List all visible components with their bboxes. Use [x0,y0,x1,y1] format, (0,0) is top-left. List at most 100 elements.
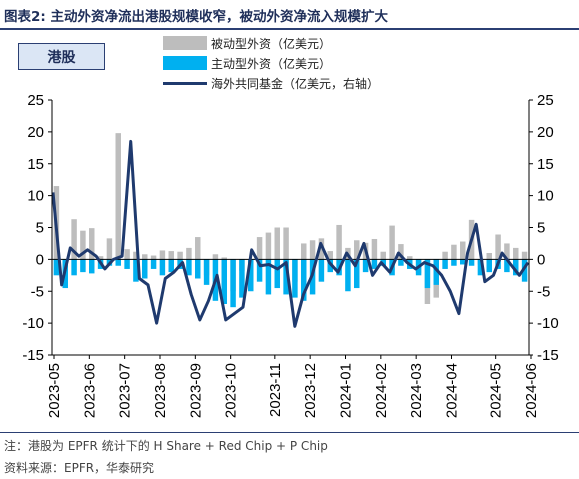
right-tick-label: 25 [537,92,554,109]
x-tick-label: 2023-07 [117,363,134,418]
legend-item-passive: 被动型外资（亿美元） [163,33,379,53]
bar-active [380,259,386,266]
bottom-rule [0,432,579,433]
x-tick-label: 2024-03 [408,363,425,418]
right-tick-label: -5 [537,283,550,300]
bar-active [468,259,475,266]
bar-active [221,259,227,304]
left-tick-label: -10 [22,315,44,332]
bar-active [477,259,484,276]
source-note: 资料来源：EPFR，华泰研究 [4,461,155,475]
bar-active [292,259,298,298]
bar-passive [336,224,342,260]
bar-active [168,259,174,273]
bar-active [203,259,210,285]
right-tick-label: -15 [537,347,559,364]
left-tick-label: 20 [27,124,44,141]
bar-active [71,259,77,276]
left-tick-label: 25 [27,92,44,109]
bar-passive [495,234,501,260]
legend-swatch-fund [163,81,207,85]
footnote: 注：港股为 EPFR 统计下的 H Share + Red Chip + P C… [4,439,328,453]
x-tick-label: 2023-08 [152,363,169,418]
bar-active [486,259,492,273]
bar-passive [513,247,519,260]
bar-active [451,259,457,266]
figure-title: 图表2: 主动外资净流出港股规模收窄，被动外资净流入规模扩大 [4,9,388,25]
x-tick-label: 2023-11 [267,363,284,417]
bar-passive [106,238,113,260]
market-label-box: 港股 [18,43,105,70]
bar-active [345,259,351,292]
bar-passive [327,251,333,260]
bar-active [283,259,289,295]
bar-passive [124,249,130,260]
legend-label-passive: 被动型外资（亿美元） [211,36,332,51]
x-tick-label: 2023-09 [187,363,204,418]
bar-active [371,259,378,269]
bar-passive [486,253,492,260]
legend-label-active: 主动型外资（亿美元） [211,56,332,71]
left-tick-label: 0 [36,251,44,268]
bar-active [142,259,148,279]
bar-active [230,259,236,308]
x-tick-label: 2023-10 [223,363,240,418]
bar-passive [318,238,325,260]
bar-passive [407,256,413,260]
bar-passive [71,219,77,260]
bar-passive [221,257,227,260]
bar-passive [212,254,219,260]
bar-passive [442,251,448,260]
bar-active [89,259,95,274]
bar-active [239,259,245,298]
bar-passive [89,228,95,260]
legend: 被动型外资（亿美元） 主动型外资（亿美元） 海外共同基金（亿美元，右轴） [163,33,379,93]
bar-passive [186,247,192,260]
bar-active [513,259,519,276]
right-tick-label: 15 [537,156,554,173]
bar-passive [371,238,378,260]
bar-active [195,259,201,279]
bar-passive [398,244,404,260]
bar-active [424,259,431,289]
legend-item-fund: 海外共同基金（亿美元，右轴） [163,73,379,93]
bar-active [115,259,121,266]
x-tick-label: 2024-05 [488,363,505,418]
right-tick-label: -10 [537,315,559,332]
bar-passive [460,241,466,260]
bar-passive [256,237,263,260]
bar-passive [301,243,307,260]
bar-active [53,259,60,276]
bar-active [274,259,280,289]
left-tick-label: -5 [31,283,44,300]
bar-passive [115,133,121,260]
bar-passive [309,240,316,260]
bar-active [504,259,510,273]
legend-swatch-passive [163,36,207,50]
right-tick-label: 10 [537,188,554,205]
left-tick-label: 15 [27,156,44,173]
bar-active [460,259,466,265]
bar-passive [97,256,104,260]
bar-active [80,259,86,273]
bar-active [521,259,528,282]
legend-swatch-active [163,56,207,70]
bar-active [398,259,404,266]
bar-active [256,259,263,282]
x-tick-label: 2024-06 [523,363,540,418]
bar-passive [380,251,386,260]
x-tick-label: 2023-06 [81,363,98,418]
bar-passive [195,237,201,260]
left-tick-label: 5 [36,220,44,237]
bar-active [301,259,307,301]
bar-passive [142,254,148,260]
x-tick-label: 2023-05 [46,363,63,418]
bar-active [318,259,325,282]
right-tick-label: 0 [537,251,545,268]
bar-active [354,259,360,289]
bar-active [124,259,130,269]
bar-passive [265,232,272,260]
bar-passive [354,240,360,260]
series-line-fund [51,139,530,328]
